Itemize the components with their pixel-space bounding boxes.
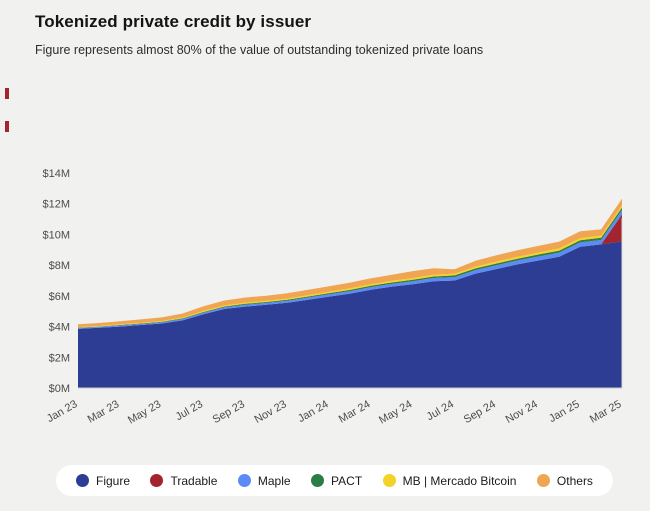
- x-tick-label: Jul 24: [425, 398, 456, 423]
- legend-label: MB | Mercado Bitcoin: [402, 473, 517, 488]
- y-tick-label: $6M: [49, 291, 70, 303]
- legend-item-pact[interactable]: PACT: [311, 474, 362, 488]
- legend-label: Tradable: [170, 473, 218, 488]
- left-edge-mark: [5, 121, 9, 132]
- legend-item-tradable[interactable]: Tradable: [150, 474, 217, 488]
- y-tick-label: $4M: [49, 322, 70, 334]
- y-tick-label: $0M: [49, 383, 70, 395]
- x-tick-label: Mar 24: [337, 398, 373, 426]
- legend-dot-pact: [311, 474, 325, 487]
- y-tick-label: $12M: [42, 199, 70, 211]
- x-tick-label: Jan 23: [45, 398, 80, 425]
- legend-dot-figure: [76, 474, 89, 487]
- legend-item-maple[interactable]: Maple: [237, 473, 291, 488]
- left-edge-mark: [5, 88, 9, 99]
- series-area-figure: [78, 241, 622, 388]
- legend-label: Figure: [96, 473, 131, 488]
- y-tick-label: $2M: [49, 352, 70, 364]
- x-tick-label: Mar 25: [588, 398, 624, 426]
- x-tick-label: May 23: [126, 398, 163, 426]
- x-tick-label: Mar 23: [86, 398, 122, 426]
- chart-title: Tokenized private credit by issuer: [35, 12, 312, 31]
- legend-label: Others: [556, 473, 593, 488]
- x-tick-label: Nov 24: [504, 398, 540, 426]
- x-tick-label: Sep 23: [211, 398, 247, 426]
- x-tick-label: Jan 24: [296, 398, 331, 425]
- y-tick-label: $10M: [42, 229, 70, 241]
- legend-dot-tradable: [150, 474, 164, 487]
- legend-label: Maple: [257, 473, 291, 488]
- y-tick-label: $8M: [49, 260, 70, 272]
- chart-legend: Figure Tradable Maple PACT MB | Mercado Bitc…: [56, 465, 613, 496]
- legend-item-mb-mercado-bitcoin[interactable]: MB | Mercado Bitcoin: [382, 473, 517, 488]
- legend-item-others[interactable]: Others: [536, 473, 593, 488]
- legend-dot-others: [536, 474, 550, 487]
- legend-label: PACT: [331, 473, 363, 488]
- x-tick-label: May 24: [377, 398, 414, 426]
- x-tick-label: Sep 24: [462, 398, 498, 426]
- x-tick-label: Jul 23: [174, 398, 205, 423]
- legend-dot-mb-mercado-bitcoin: [382, 474, 396, 487]
- chart-subtitle: Figure represents almost 80% of the valu…: [35, 43, 484, 57]
- x-tick-label: Jan 25: [547, 398, 582, 425]
- legend-item-figure[interactable]: Figure: [76, 474, 130, 488]
- x-tick-label: Nov 23: [253, 398, 289, 426]
- legend-dot-maple: [237, 474, 251, 487]
- y-tick-label: $14M: [42, 168, 70, 180]
